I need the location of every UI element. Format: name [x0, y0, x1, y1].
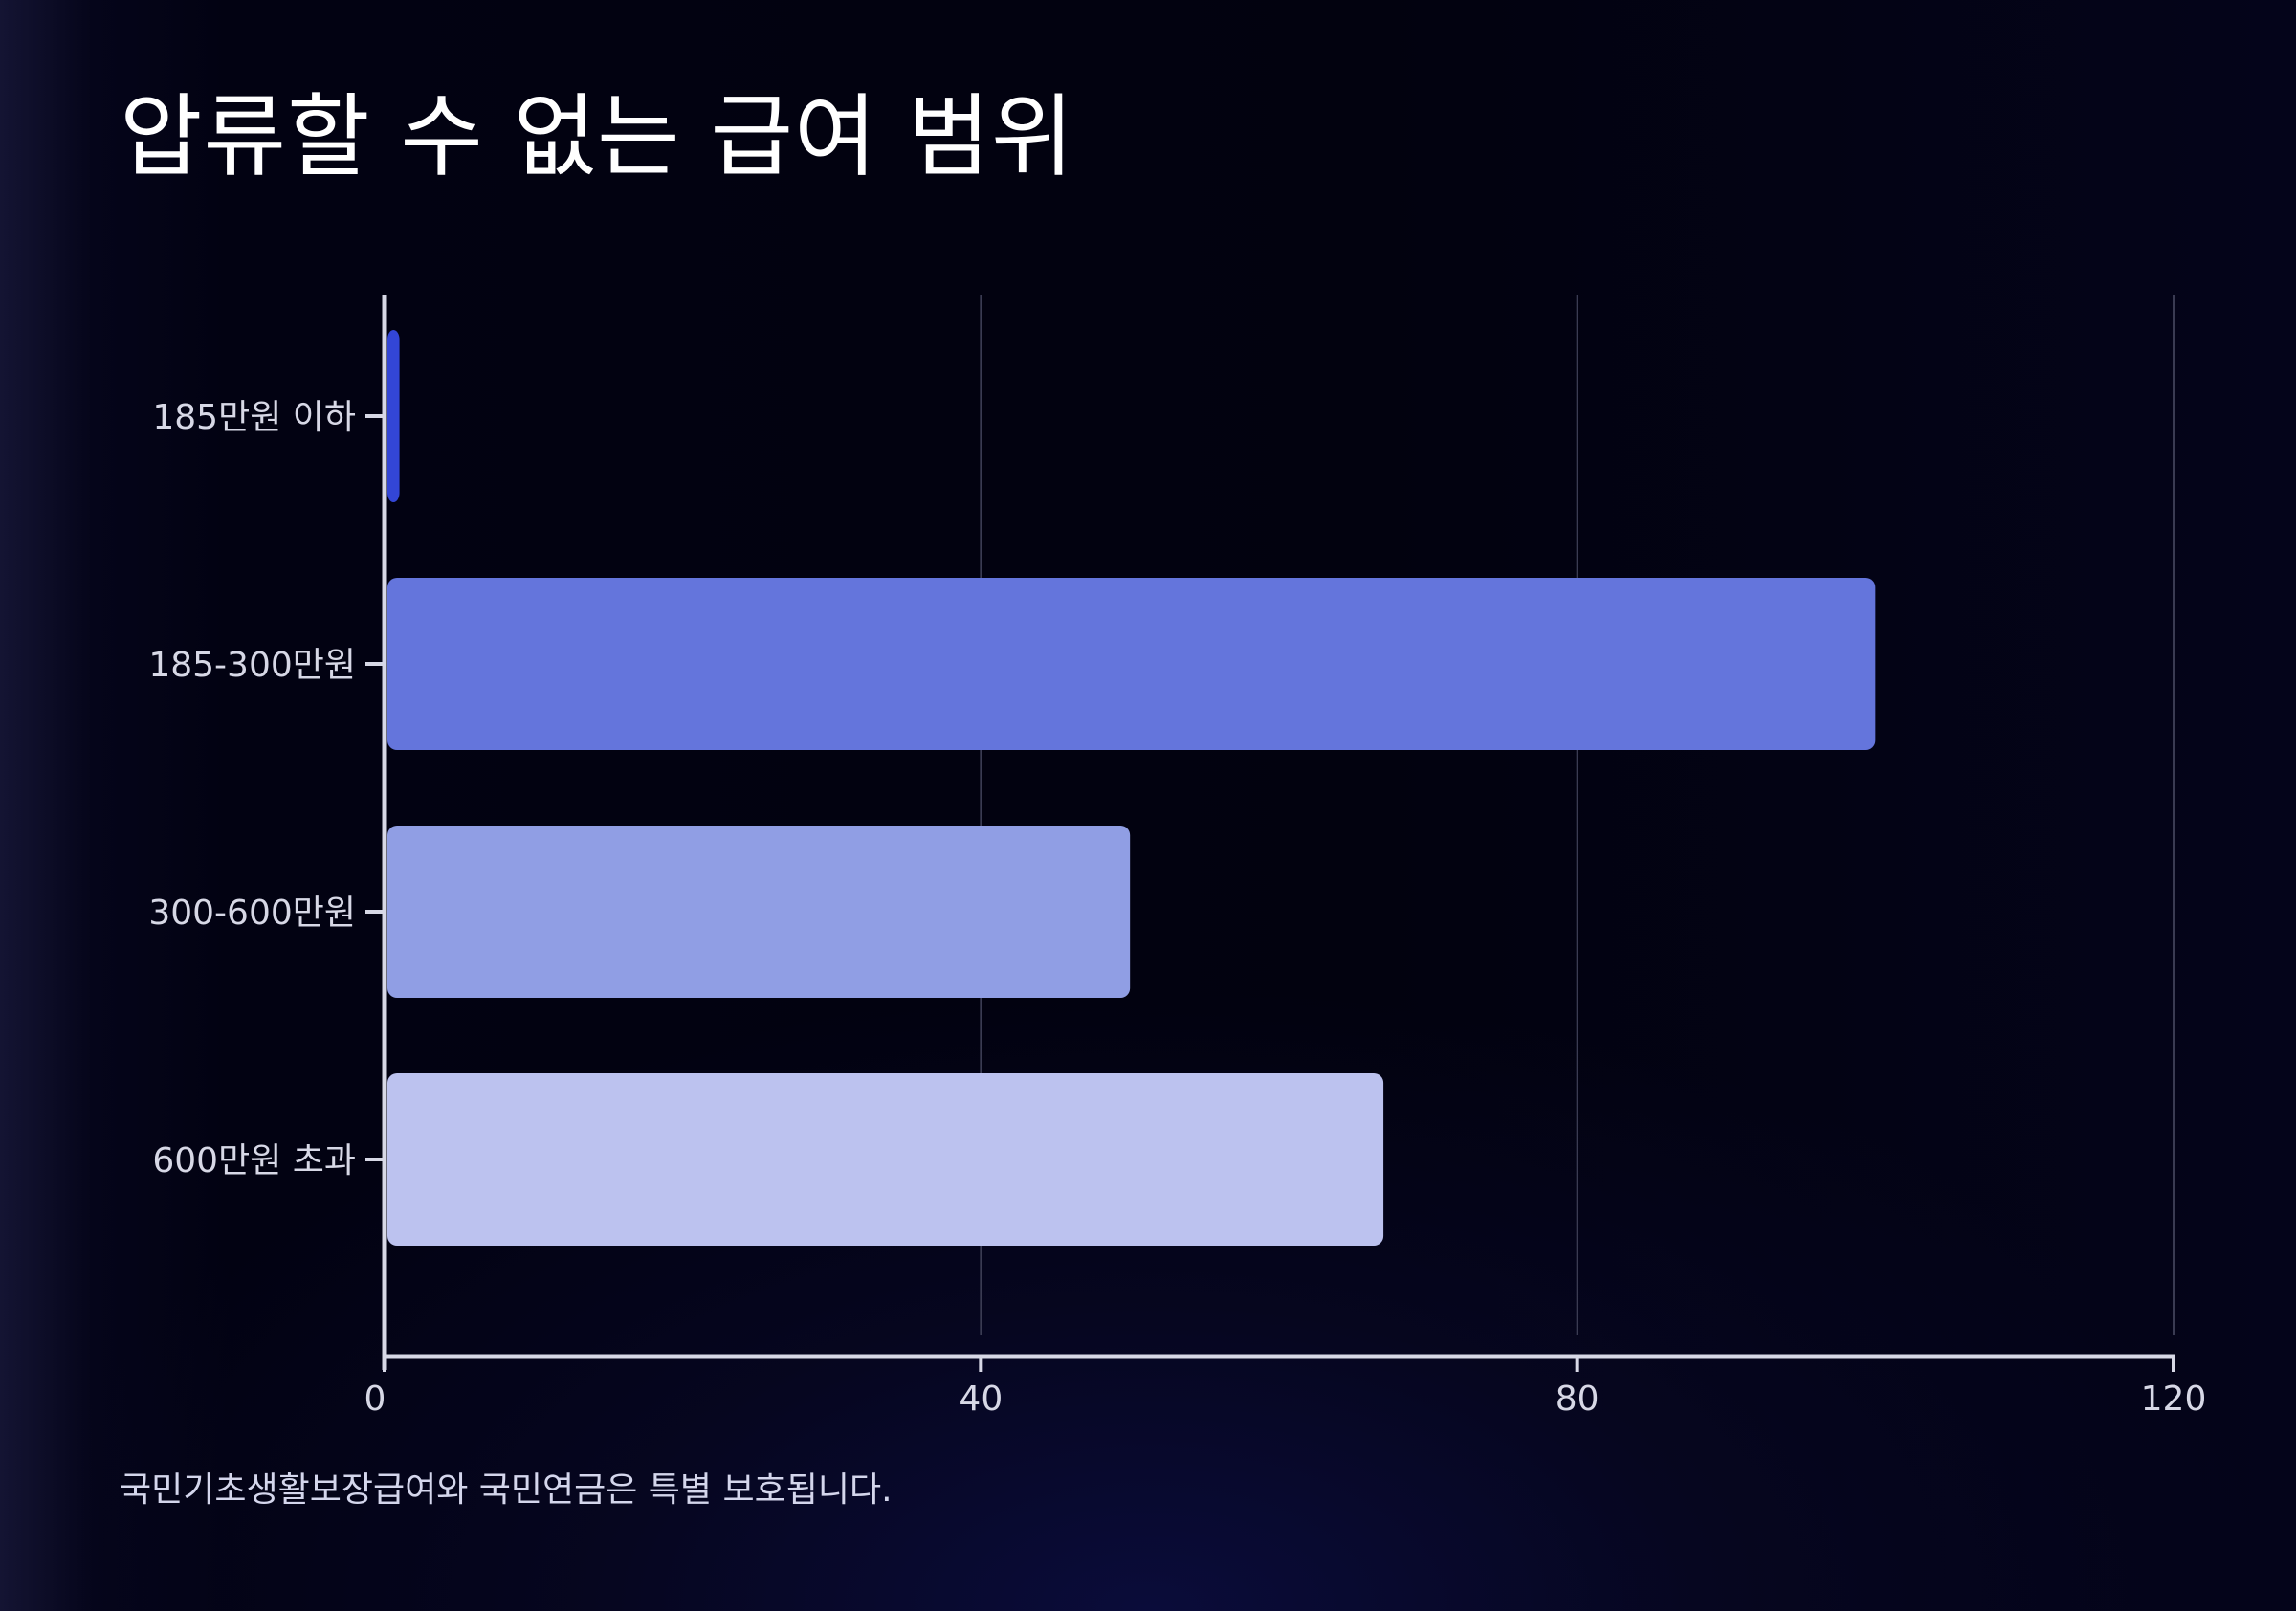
- x-tick-label-40: 40: [959, 1379, 1003, 1419]
- bar-2: [387, 578, 1876, 750]
- bar-4: [387, 1073, 1384, 1246]
- axes: [365, 295, 2175, 1372]
- footnote: 국민기초생활보장급여와 국민연금은 특별 보호됩니다.: [120, 1470, 893, 1510]
- bars: [387, 330, 1876, 1246]
- y-tick-label-3: 300-600만원: [148, 894, 356, 933]
- chart-title: 압류할 수 없는 급여 범위: [120, 85, 1075, 189]
- y-tick-label-4: 600만원 초과: [152, 1141, 356, 1181]
- x-tick-label-120: 120: [2141, 1379, 2207, 1419]
- y-tick-label-2: 185-300만원: [148, 646, 356, 685]
- y-tick-label-1: 185만원 이하: [152, 398, 356, 437]
- tick-labels: 185만원 이하 185-300만원 300-600만원 600만원 초과 0 40 80 1…: [148, 398, 2206, 1419]
- bar-3: [387, 826, 1131, 998]
- bar-1: [387, 330, 400, 502]
- x-tick-label-80: 80: [1556, 1379, 1600, 1419]
- x-tick-label-0: 0: [364, 1379, 386, 1419]
